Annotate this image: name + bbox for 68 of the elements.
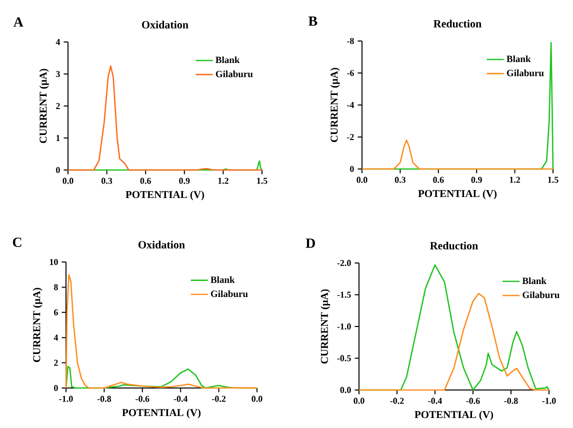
legend-label: Gilaburu (210, 290, 248, 298)
y-tick-label: 0 (350, 166, 354, 172)
x-tick-label: 0.9 (179, 178, 190, 184)
y-tick-label: 2 (56, 103, 60, 109)
x-tick-label: -0.2 (390, 398, 404, 404)
y-tick-label: 0 (54, 384, 58, 392)
y-tick-label: 1 (56, 135, 60, 141)
x-tick-label: 1.5 (257, 178, 268, 184)
x-tick-label: 1.5 (548, 176, 558, 183)
x-axis-title: POTENTIAL (V) (418, 190, 497, 200)
y-tick-label: 8 (54, 284, 58, 290)
x-tick-label: 0.0 (354, 398, 364, 404)
x-axis-title: POTENTIAL (V) (122, 408, 201, 418)
x-tick-label: -0.6 (466, 398, 480, 404)
chart-title: Reduction (430, 242, 478, 250)
y-tick-label: -1.0 (337, 323, 351, 330)
text: B (308, 16, 318, 26)
chart-title: Reduction (434, 20, 482, 28)
y-axis-title: CURRENT (µA) (320, 289, 330, 364)
x-tick-label: -0.4 (428, 398, 442, 404)
chart-title: Oxidation (138, 240, 185, 248)
text: D (306, 238, 315, 248)
text: A (13, 17, 24, 27)
y-tick-label: -8 (347, 38, 354, 44)
legend-label: Blank (506, 55, 531, 62)
legend-label: Gilaburu (506, 70, 544, 76)
x-tick-label: 0.3 (394, 176, 406, 183)
x-tick-label: -0.8 (504, 398, 518, 404)
x-tick-label: 0.0 (356, 176, 368, 183)
x-tick-label: 0.0 (62, 178, 74, 184)
x-axis-title: POTENTIAL (V) (414, 410, 494, 420)
x-tick-label: 1.2 (218, 178, 228, 184)
y-tick-label: 10 (50, 258, 58, 266)
y-tick-label: 4 (56, 39, 60, 45)
y-tick-label: 4 (54, 334, 58, 341)
y-tick-label: 6 (54, 309, 58, 316)
text: C (12, 238, 22, 248)
y-tick-label: -2.0 (337, 260, 351, 266)
y-tick-label: -0.5 (337, 355, 351, 362)
y-tick-label: 0.0 (340, 386, 351, 394)
y-tick-label: 2 (54, 360, 58, 366)
x-axis-title: POTENTIAL (V) (126, 190, 204, 200)
legend-label: Gilaburu (216, 70, 253, 78)
y-tick-label: -1.5 (337, 292, 351, 298)
legend-label: Blank (522, 277, 546, 284)
x-tick-label: 1.2 (510, 176, 520, 183)
y-tick-label: 0 (56, 166, 60, 174)
y-tick-label: 3 (56, 70, 60, 78)
y-tick-label: -6 (347, 70, 354, 76)
x-tick-label: 0.9 (471, 176, 482, 183)
y-axis-title: CURRENT (µA) (39, 68, 49, 144)
x-tick-label: -0.4 (174, 396, 188, 402)
y-axis-title: CURRENT (µA) (32, 288, 42, 362)
x-tick-label: 0.3 (102, 178, 112, 184)
x-tick-label: -1.0 (542, 398, 556, 404)
x-tick-label: 0.6 (140, 178, 151, 184)
x-tick-label: -0.8 (97, 396, 112, 402)
legend-label: Blank (216, 56, 240, 64)
x-tick-label: -0.2 (212, 396, 226, 402)
x-tick-label: -0.6 (136, 396, 150, 402)
x-tick-label: 0.6 (433, 176, 444, 183)
legend-label: Blank (210, 276, 235, 283)
y-tick-label: -4 (347, 102, 354, 108)
legend-label: Gilaburu (522, 291, 560, 298)
y-axis-title: CURRENT (µA) (330, 68, 340, 142)
y-tick-label: -2 (347, 134, 354, 140)
chart-title: Oxidation (142, 20, 188, 28)
x-tick-label: 0.0 (252, 396, 262, 402)
